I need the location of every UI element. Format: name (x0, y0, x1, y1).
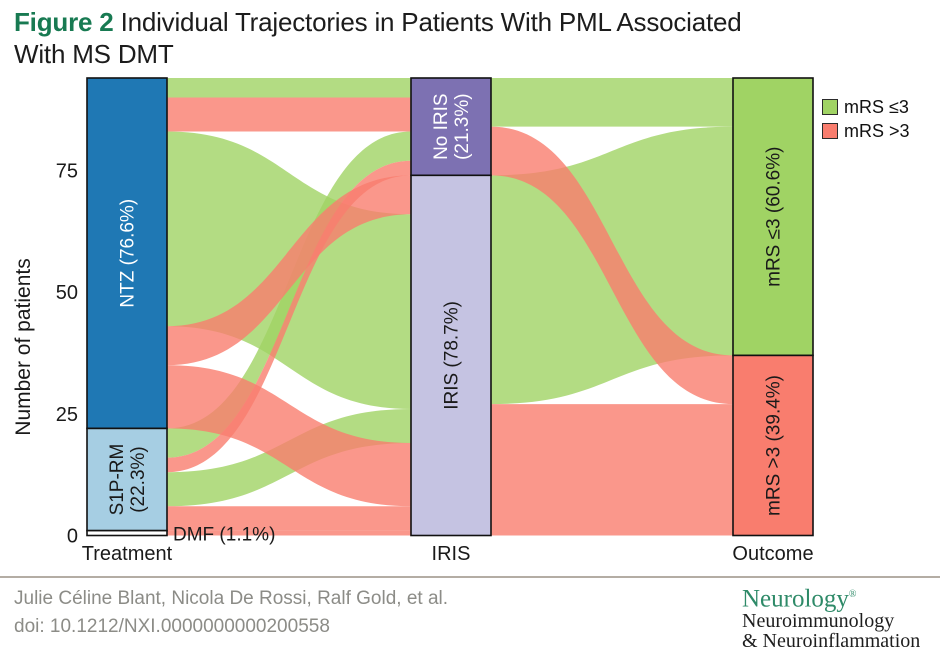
sankey-flow-ntz-to-iris (167, 175, 411, 366)
authors-line: Julie Céline Blant, Nicola De Rossi, Ral… (14, 588, 449, 609)
sankey-flow-s1prm-to-no_iris (167, 160, 411, 473)
legend-item-mrs-le3: mRS ≤3 (822, 95, 910, 119)
sankey-flow-ntz-to-iris (167, 365, 411, 507)
sankey-node-label-dmf: DMF (1.1%) (173, 525, 275, 546)
sankey-node-mrs_gt3 (732, 354, 814, 537)
sankey-node-label-s1prm: S1P-RM (107, 444, 128, 516)
legend-swatch-green (822, 99, 838, 115)
sankey-node-no_iris (410, 77, 492, 177)
footer-divider (0, 576, 940, 578)
sankey-node-label-mrs_le3: mRS ≤3 (60.6%) (764, 147, 785, 287)
sankey-node-s1prm (86, 427, 168, 532)
journal-logo: Neurology® Neuroimmunology & Neuroinflam… (742, 583, 920, 651)
journal-name: Neurology® (742, 585, 857, 613)
sankey-flow-no_iris-to-mrs_gt3 (491, 126, 733, 405)
sankey-node-dmf (86, 529, 168, 537)
x-axis-label-treatment: Treatment (82, 543, 173, 565)
sankey-flow-s1prm-to-iris (167, 506, 411, 531)
figure-label: Figure 2 (14, 7, 114, 37)
sankey-flow-s1prm-to-no_iris (167, 131, 411, 458)
sankey-node-ntz (86, 77, 168, 430)
registered-mark-icon: ® (848, 589, 857, 600)
sankey-node-label-s1prm: (22.3%) (128, 446, 149, 513)
sankey-flow-no_iris-to-mrs_le3 (491, 78, 733, 127)
figure-title-line2: With MS DMT (14, 39, 174, 69)
sankey-node-label-mrs_gt3: mRS >3 (39.4%) (764, 375, 785, 516)
x-axis-label-iris: IRIS (432, 543, 471, 565)
credits-block: Julie Céline Blant, Nicola De Rossi, Ral… (14, 585, 448, 641)
legend: mRS ≤3 mRS >3 (822, 95, 910, 143)
y-tick-label-50: 50 (56, 282, 78, 304)
legend-swatch-salmon (822, 123, 838, 139)
sankey-node-mrs_le3 (732, 77, 814, 357)
doi-line: doi: 10.1212/NXI.0000000000200558 (14, 616, 330, 637)
y-tick-label-25: 25 (56, 404, 78, 426)
figure-title: Figure 2 Individual Trajectories in Pati… (14, 6, 926, 70)
y-tick-label-0: 0 (67, 525, 78, 547)
sankey-node-label-no_iris: (21.3%) (452, 93, 473, 160)
sankey-flow-ntz-to-no_iris (167, 78, 411, 98)
sankey-flow-dmf-to-iris (167, 530, 411, 536)
x-axis-label-outcome: Outcome (732, 543, 813, 565)
legend-label: mRS >3 (844, 120, 910, 141)
legend-label: mRS ≤3 (844, 96, 909, 117)
sankey-flow-iris-to-mrs_gt3 (491, 404, 733, 536)
y-axis-title: Number of patients (12, 258, 35, 435)
y-tick-label-75: 75 (56, 160, 78, 182)
figure-title-line1: Individual Trajectories in Patients With… (120, 7, 742, 37)
journal-subtitle-1: Neuroimmunology (742, 610, 895, 633)
legend-item-mrs-gt3: mRS >3 (822, 119, 910, 143)
sankey-node-iris (410, 174, 492, 537)
sankey-node-label-iris: IRIS (78.7%) (442, 301, 463, 410)
journal-subtitle-2: & Neuroinflammation (742, 630, 921, 652)
sankey-flow-ntz-to-no_iris (167, 97, 411, 132)
sankey-node-label-ntz: NTZ (76.6%) (118, 199, 139, 308)
sankey-node-label-no_iris: No IRIS (431, 93, 452, 160)
